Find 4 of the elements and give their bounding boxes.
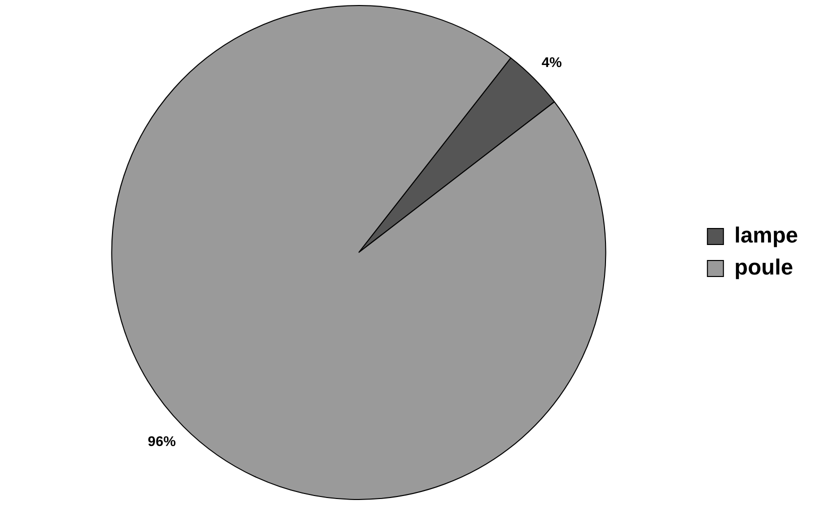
legend-label: lampe bbox=[734, 222, 798, 248]
data-label: 96% bbox=[148, 432, 176, 449]
data-label: 4% bbox=[542, 54, 562, 70]
legend-label: poule bbox=[734, 254, 794, 280]
